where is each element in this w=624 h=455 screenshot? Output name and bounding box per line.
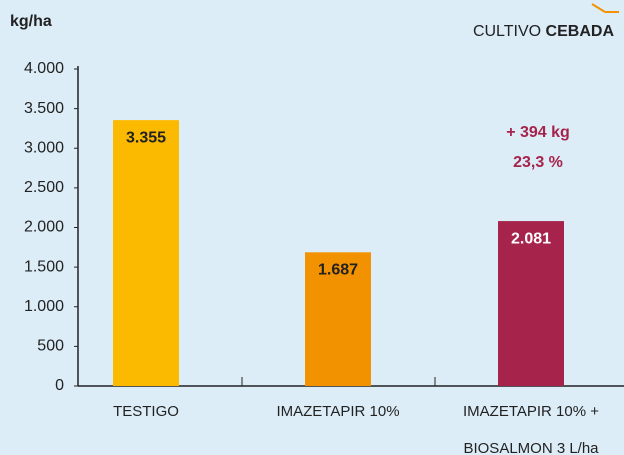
chart-title: CULTIVO CEBADA [473, 23, 615, 40]
annotation: 23,3 % [513, 154, 563, 171]
bar [113, 120, 179, 387]
y-tick-label: 2.500 [24, 179, 64, 196]
y-tick-label: 500 [37, 338, 64, 355]
y-tick-label: 3.000 [24, 139, 64, 156]
y-tick-label: 3.500 [24, 100, 64, 117]
value-label: 1.687 [318, 262, 358, 279]
y-tick-label: 0 [55, 377, 64, 394]
bar [498, 221, 564, 386]
y-axis-label: kg/ha [10, 13, 52, 30]
y-tick-label: 2.000 [24, 219, 64, 236]
bar [305, 252, 371, 386]
value-label: 2.081 [511, 230, 551, 247]
y-tick-label: 4.000 [24, 60, 64, 77]
title-part: CULTIVO [473, 23, 541, 40]
x-tick-label: IMAZETAPIR 10% [276, 403, 400, 420]
arrow-icon [591, 3, 619, 13]
x-tick-label: IMAZETAPIR 10% + BIOSALMON 3 L/ha [462, 403, 599, 455]
x-tick-label: TESTIGO [113, 403, 179, 420]
y-tick-label: 1.500 [24, 258, 64, 275]
annotation: + 394 kg [506, 124, 570, 141]
y-tick-label: 1.000 [24, 298, 64, 315]
value-label: 3.355 [126, 129, 166, 146]
title-part: CEBADA [546, 23, 615, 40]
